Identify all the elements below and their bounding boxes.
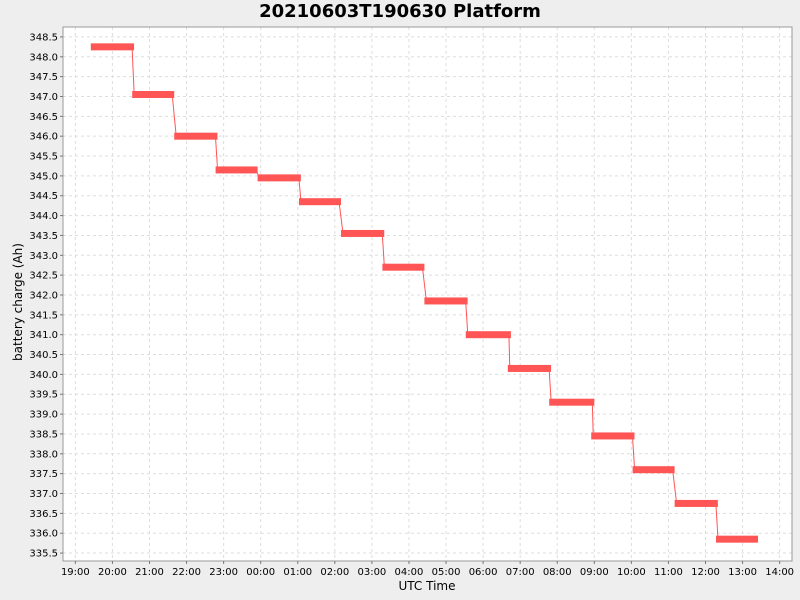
- y-tick-label: 341.5: [29, 310, 58, 321]
- series-segment: [465, 331, 511, 339]
- series-segment: [382, 263, 425, 271]
- series-segment: [507, 364, 552, 372]
- y-tick-label: 336.0: [29, 529, 58, 540]
- x-tick-label: 13:00: [728, 567, 757, 578]
- series-connector: [591, 402, 594, 436]
- x-tick-label: 22:00: [172, 567, 201, 578]
- y-axis-title: battery charge (Ah): [11, 243, 25, 361]
- x-tick-label: 04:00: [395, 567, 424, 578]
- x-tick-label: 10:00: [617, 567, 646, 578]
- series-connector: [548, 368, 552, 403]
- y-tick-label: 343.0: [29, 251, 58, 262]
- series-segment: [674, 499, 718, 507]
- y-axis: 335.5 336.0 336.5 337.0 337.5 338.0 338.5 339.0…: [29, 32, 63, 560]
- plot-frame: [62, 26, 793, 562]
- series-connector: [381, 233, 385, 268]
- x-tick-label: 02:00: [320, 567, 349, 578]
- y-tick-label: 343.5: [29, 231, 58, 242]
- y-tick-label: 340.5: [29, 350, 58, 361]
- series-connector: [338, 201, 344, 234]
- chart-title: 20210603T190630 Platform: [259, 1, 541, 22]
- y-tick-label: 342.5: [29, 271, 58, 282]
- series-segment: [215, 166, 258, 174]
- y-tick-label: 339.5: [29, 390, 58, 401]
- y-tick-label: 336.5: [29, 509, 58, 520]
- x-tick-label: 05:00: [432, 567, 461, 578]
- y-tick-label: 344.0: [29, 211, 58, 222]
- x-tick-label: 07:00: [506, 567, 535, 578]
- x-tick-label: 19:00: [61, 567, 90, 578]
- y-tick-label: 338.5: [29, 429, 58, 440]
- y-tick-label: 342.0: [29, 290, 58, 301]
- x-tick-label: 20:00: [98, 567, 127, 578]
- y-tick-label: 347.5: [29, 72, 58, 83]
- series-segment: [90, 43, 135, 51]
- x-tick-label: 01:00: [283, 567, 312, 578]
- series-segment: [257, 174, 301, 182]
- y-tick-label: 340.0: [29, 370, 58, 381]
- connectors: [131, 46, 719, 540]
- series-connector: [131, 46, 135, 95]
- series-segment: [591, 432, 635, 440]
- y-tick-label: 346.0: [29, 132, 58, 143]
- series-segment: [632, 466, 675, 474]
- series-connector: [214, 136, 219, 170]
- x-tick-label: 03:00: [357, 567, 386, 578]
- series-connector: [465, 300, 469, 335]
- x-axis-title: UTC Time: [399, 579, 456, 593]
- series-battery-charge: [90, 43, 759, 543]
- y-tick-label: 341.0: [29, 330, 58, 341]
- series-segment: [341, 229, 385, 237]
- x-axis: 19:00 20:00 21:00 22:00 23:00 00:00 01:00 02:00…: [61, 561, 794, 578]
- x-tick-label: 12:00: [691, 567, 720, 578]
- y-tick-label: 337.5: [29, 469, 58, 480]
- series-connector: [171, 94, 177, 137]
- series-connector: [715, 503, 719, 540]
- series-connector: [631, 435, 636, 470]
- y-tick-label: 335.5: [29, 549, 58, 560]
- series-segment: [716, 535, 759, 543]
- plot-background: [63, 27, 792, 561]
- series-connector: [421, 267, 427, 302]
- y-tick-label: 347.0: [29, 92, 58, 103]
- y-tick-label: 344.5: [29, 191, 58, 202]
- x-tick-label: 09:00: [580, 567, 609, 578]
- y-tick-label: 337.0: [29, 489, 58, 500]
- x-tick-label: 06:00: [469, 567, 498, 578]
- series-segment: [424, 297, 468, 305]
- series-connector: [298, 177, 302, 202]
- x-tick-label: 14:00: [765, 567, 794, 578]
- x-tick-label: 08:00: [543, 567, 572, 578]
- series-segment: [549, 398, 595, 406]
- series-connector: [672, 469, 678, 504]
- y-tick-label: 345.5: [29, 152, 58, 163]
- y-tick-label: 345.0: [29, 171, 58, 182]
- y-tick-label: 338.0: [29, 449, 58, 460]
- y-tick-label: 348.0: [29, 52, 58, 63]
- series-segment: [174, 132, 218, 140]
- series-segment: [298, 198, 342, 206]
- grid: [63, 27, 792, 561]
- x-tick-label: 00:00: [246, 567, 275, 578]
- x-tick-label: 23:00: [209, 567, 238, 578]
- y-tick-label: 339.0: [29, 410, 58, 421]
- series-segment: [132, 90, 175, 98]
- y-tick-label: 348.5: [29, 32, 58, 43]
- x-tick-label: 21:00: [135, 567, 164, 578]
- x-tick-label: 11:00: [654, 567, 683, 578]
- series-connector: [508, 334, 511, 369]
- y-tick-label: 346.5: [29, 112, 58, 123]
